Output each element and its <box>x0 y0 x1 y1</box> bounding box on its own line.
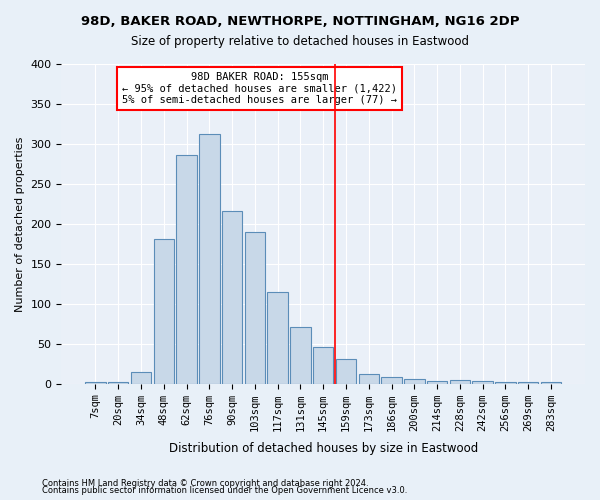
Bar <box>495 382 515 384</box>
Bar <box>290 327 311 384</box>
Bar <box>381 378 402 384</box>
Y-axis label: Number of detached properties: Number of detached properties <box>15 136 25 312</box>
Bar <box>518 382 538 384</box>
Bar <box>222 211 242 384</box>
Bar <box>268 292 288 384</box>
Text: Contains public sector information licensed under the Open Government Licence v3: Contains public sector information licen… <box>42 486 407 495</box>
Bar <box>245 232 265 384</box>
Text: 98D BAKER ROAD: 155sqm
← 95% of detached houses are smaller (1,422)
5% of semi-d: 98D BAKER ROAD: 155sqm ← 95% of detached… <box>122 72 397 105</box>
Bar <box>199 134 220 384</box>
Bar <box>359 374 379 384</box>
Text: Contains HM Land Registry data © Crown copyright and database right 2024.: Contains HM Land Registry data © Crown c… <box>42 478 368 488</box>
Text: 98D, BAKER ROAD, NEWTHORPE, NOTTINGHAM, NG16 2DP: 98D, BAKER ROAD, NEWTHORPE, NOTTINGHAM, … <box>81 15 519 28</box>
Bar <box>85 382 106 384</box>
Bar <box>449 380 470 384</box>
Text: Size of property relative to detached houses in Eastwood: Size of property relative to detached ho… <box>131 35 469 48</box>
Bar <box>154 239 174 384</box>
Bar <box>176 155 197 384</box>
Bar <box>541 382 561 384</box>
Bar <box>427 382 448 384</box>
Bar <box>336 359 356 384</box>
X-axis label: Distribution of detached houses by size in Eastwood: Distribution of detached houses by size … <box>169 442 478 455</box>
Bar <box>472 382 493 384</box>
Bar <box>108 382 128 384</box>
Bar <box>404 379 425 384</box>
Bar <box>131 372 151 384</box>
Bar <box>313 347 334 384</box>
